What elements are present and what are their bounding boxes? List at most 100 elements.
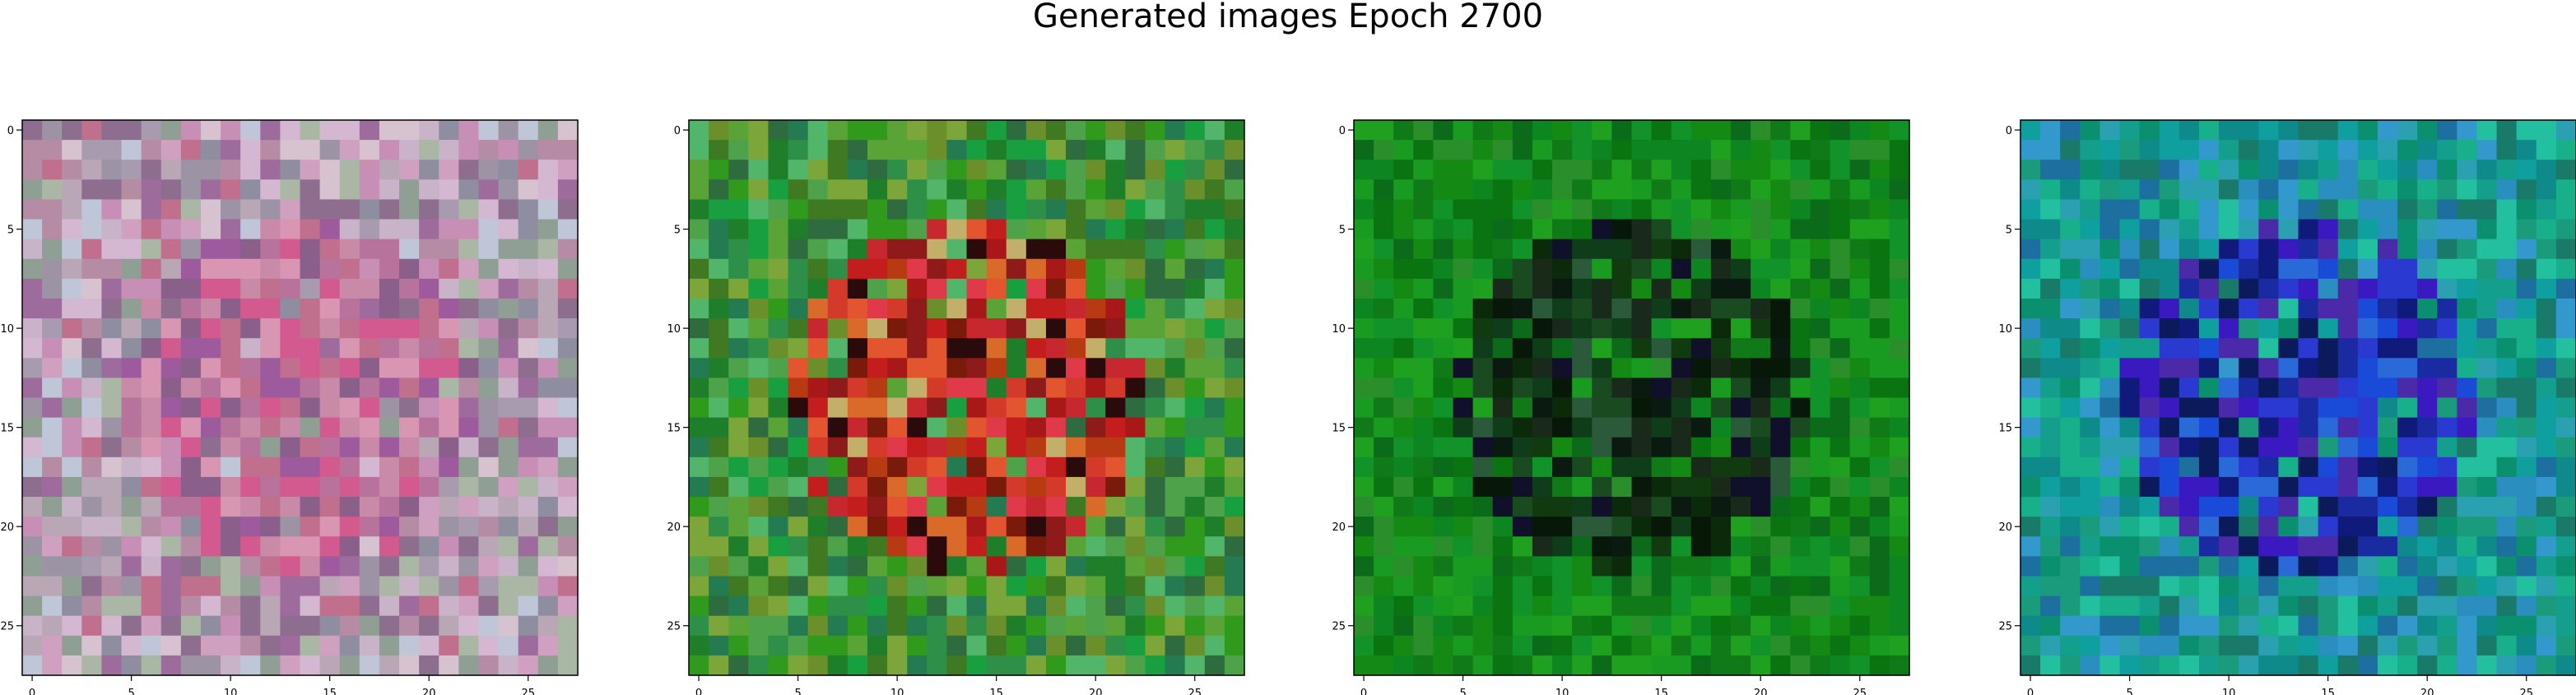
pixel-cell (1770, 536, 1791, 557)
pixel-cell (2536, 120, 2557, 141)
pixel-cell (42, 358, 63, 378)
pixel-cell (2496, 338, 2518, 359)
pixel-cell (1869, 179, 1890, 201)
pixel-cell (986, 595, 1007, 617)
pixel-cell (81, 239, 103, 260)
pixel-cell (319, 358, 341, 378)
pixel-cell (2516, 278, 2537, 299)
pixel-cell (2080, 258, 2101, 280)
pixel-cell (537, 497, 559, 517)
pixel-cell (359, 179, 380, 201)
pixel-cell (2178, 140, 2200, 160)
pixel-cell (339, 635, 360, 656)
pixel-cell (200, 160, 221, 180)
pixel-cell (458, 179, 480, 201)
pixel-cell (1849, 635, 1871, 656)
pixel-cell (2516, 615, 2537, 637)
pixel-cell (379, 219, 400, 240)
pixel-cell (748, 239, 770, 260)
pixel-cell (1849, 338, 1871, 359)
pixel-cell (2278, 635, 2299, 656)
pixel-cell (2357, 635, 2378, 656)
pixel-cell (807, 219, 829, 240)
pixel-cell (2258, 576, 2279, 597)
pixel-cell (2337, 140, 2359, 160)
pixel-cell (1830, 120, 1851, 141)
pixel-cell (1512, 179, 1533, 201)
pixel-cell (339, 536, 360, 557)
pixel-cell (1790, 199, 1811, 220)
pixel-cell (1810, 595, 1831, 617)
pixel-cell (537, 239, 559, 260)
pixel-cell (1165, 437, 1186, 458)
pixel-cell (887, 140, 908, 160)
pixel-cell (2040, 397, 2061, 419)
pixel-cell (2219, 397, 2239, 419)
pixel-cell (807, 397, 829, 419)
pixel-cell (240, 595, 261, 617)
pixel-cell (2437, 278, 2457, 299)
pixel-cell (221, 397, 241, 419)
pixel-cell (1810, 437, 1831, 458)
pixel-cell (2258, 615, 2279, 637)
pixel-cell (557, 595, 579, 617)
pixel-cell (2536, 536, 2557, 557)
pixel-cell (121, 576, 142, 597)
pixel-cell (2476, 437, 2498, 458)
pixel-cell (1165, 397, 1186, 419)
pixel-cell (498, 160, 519, 180)
pixel-cell (1552, 556, 1573, 577)
pixel-cell (1204, 595, 1225, 617)
pixel-cell (1453, 120, 1474, 141)
pixel-cell (2516, 497, 2537, 517)
pixel-cell (2476, 278, 2498, 299)
pixel-cell (2219, 239, 2239, 260)
pixel-cell (2357, 397, 2378, 419)
pixel-cell (379, 278, 400, 299)
pixel-cell (160, 160, 182, 180)
pixel-cell (1770, 258, 1791, 280)
pixel-cell (240, 655, 261, 676)
pixel-cell (1204, 258, 1225, 280)
pixel-cell (1224, 179, 1245, 201)
pixel-cell (966, 378, 988, 399)
pixel-cell (260, 437, 281, 458)
pixel-cell (399, 456, 420, 478)
pixel-cell (1790, 397, 1811, 419)
pixel-cell (2476, 595, 2498, 617)
pixel-cell (2159, 338, 2180, 359)
pixel-cell (827, 140, 849, 160)
pixel-cell (2020, 318, 2041, 339)
pixel-cell (478, 199, 500, 220)
pixel-cell (1731, 517, 1751, 537)
pixel-cell (1790, 655, 1811, 676)
pixel-cell (537, 160, 559, 180)
pixel-cell (2377, 278, 2398, 299)
pixel-cell (1165, 318, 1186, 339)
pixel-cell (1374, 318, 1394, 339)
pixel-cell (2178, 655, 2200, 676)
pixel-cell (2437, 140, 2457, 160)
pixel-cell (1413, 219, 1434, 240)
pixel-cell (2040, 635, 2061, 656)
pixel-cell (1374, 120, 1394, 141)
pixel-cell (2457, 140, 2478, 160)
pixel-cell (1731, 595, 1751, 617)
pixel-cell (1770, 298, 1791, 319)
pixel-cell (557, 258, 579, 280)
pixel-cell (709, 239, 729, 260)
pixel-cell (1671, 536, 1692, 557)
pixel-cell (1869, 338, 1890, 359)
pixel-cell (1374, 278, 1394, 299)
pixel-cell (2397, 140, 2418, 160)
pixel-cell (1552, 476, 1573, 498)
pixel-cell (2496, 199, 2518, 220)
pixel-cell (1671, 456, 1692, 478)
pixel-cell (1165, 595, 1186, 617)
pixel-cell (2198, 160, 2220, 180)
pixel-cell (1472, 120, 1494, 141)
pixel-cell (1671, 655, 1692, 676)
pixel-cell (2178, 476, 2200, 498)
pixel-cell (2536, 476, 2557, 498)
pixel-cell (1374, 556, 1394, 577)
